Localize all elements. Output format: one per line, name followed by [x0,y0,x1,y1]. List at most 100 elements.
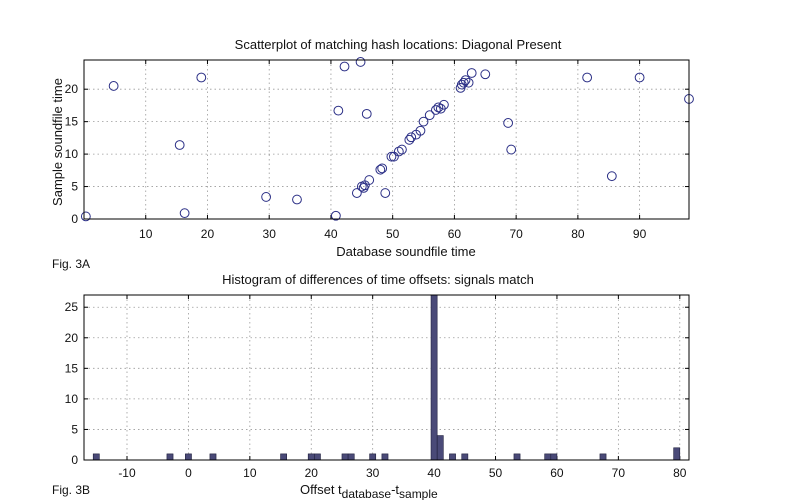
histogram-bar [166,453,174,461]
scatter-point [506,144,517,155]
histogram-x-tick-label: 50 [489,466,503,480]
scatter-panel: Scatterplot of matching hash locations: … [50,37,694,271]
scatter-x-tick-label: 70 [509,227,523,241]
histogram-x-tick-label: 60 [550,466,564,480]
histogram-bars [92,294,681,461]
scatter-y-tick-label: 20 [65,82,79,96]
scatter-point [435,103,446,114]
scatter-point [179,208,190,219]
scatter-point [375,164,386,175]
scatter-point [406,132,417,143]
scatter-point [333,105,344,116]
histogram-ticks: -10 0 10 20 30 40 50 60 70 80 0 5 10 15 20 25 [65,295,689,480]
histogram-y-tick-label: 15 [65,361,79,375]
scatter-x-tick-label: 10 [139,227,153,241]
histogram-bar [599,453,607,461]
scatter-point [460,75,471,86]
scatter-x-tick-label: 60 [448,227,462,241]
scatter-x-tick-label: 50 [386,227,400,241]
histogram-bar [307,453,315,461]
histogram-grid [84,295,689,460]
scatter-point [418,116,429,127]
histogram-y-tick-label: 5 [71,422,78,436]
histogram-bar [209,453,217,461]
scatter-point [480,69,491,80]
histogram-bar [347,453,355,461]
scatter-point [358,182,369,193]
scatter-x-tick-label: 90 [633,227,647,241]
histogram-title: Histogram of differences of time offsets… [222,272,534,287]
histogram-panel: Histogram of differences of time offsets… [52,272,690,500]
scatter-point [80,211,91,222]
histogram-x-tick-label: 10 [243,466,257,480]
scatter-grid [84,60,689,219]
histogram-y-tick-label: 25 [65,300,79,314]
histogram-x-tick-label: -10 [118,466,136,480]
scatter-y-tick-label: 5 [71,180,78,194]
scatter-y-tick-label: 10 [65,147,79,161]
histogram-bar [430,294,438,461]
scatter-point [355,57,366,67]
histogram-bar [341,453,349,461]
scatter-point [466,68,477,78]
histogram-bar [314,453,321,461]
scatter-x-tick-label: 40 [324,227,338,241]
histogram-bar [449,453,456,461]
scatter-point [380,188,391,198]
scatter-ticks: 10 20 30 40 50 60 70 80 90 0 5 10 15 20 [65,60,689,241]
scatter-plot-frame [83,59,690,220]
histogram-x-axis-label: Offset tdatabase-tsample [300,482,438,500]
scatter-point [389,151,399,162]
scatter-y-axis-label: Sample soundfile time [50,78,65,206]
scatter-point [330,210,341,221]
histogram-x-tick-label: 30 [366,466,380,480]
scatter-point [404,134,415,145]
histogram-x-tick-label: 40 [427,466,441,480]
scatter-point [430,105,441,115]
histogram-bar [544,453,552,461]
histogram-bar [369,453,377,461]
scatter-x-tick-label: 30 [263,227,277,241]
scatter-point [261,192,272,202]
scatter-point [351,188,362,198]
histogram-x-tick-label: 20 [305,466,319,480]
histogram-bar [92,453,100,461]
scatter-point [397,144,407,155]
histogram-bar [436,435,444,461]
scatter-x-tick-label: 80 [571,227,585,241]
scatter-point [196,72,207,83]
histogram-y-tick-label: 20 [65,331,79,345]
scatter-y-tick-label: 0 [71,212,78,226]
fig-3b-label: Fig. 3B [52,483,90,497]
scatter-point [415,125,426,136]
histogram-x-tick-label: 70 [612,466,626,480]
fig-3a-label: Fig. 3A [52,257,90,271]
scatter-point [108,81,119,91]
scatter-point [377,163,388,174]
scatter-point [606,171,617,182]
scatter-y-tick-label: 15 [65,115,79,129]
histogram-x-tick-label: 0 [185,466,192,480]
scatter-point [439,99,449,110]
scatter-points [80,57,694,222]
histogram-bar [280,453,287,461]
scatter-point [339,61,350,72]
histogram-y-tick-label: 0 [71,453,78,467]
scatter-point [424,110,435,121]
scatter-point [503,118,514,128]
scatter-point [458,77,469,88]
scatter-x-tick-label: 20 [201,227,215,241]
scatter-point [386,151,397,162]
histogram-bar [550,453,558,461]
scatter-point [174,140,185,150]
histogram-bar [513,453,521,461]
histogram-plot-frame [83,294,690,461]
histogram-bar [185,453,192,461]
histogram-bar [673,447,681,461]
scatter-point [364,175,375,185]
scatter-point [634,72,645,83]
histogram-bar [381,453,389,461]
scatter-title: Scatterplot of matching hash locations: … [235,37,562,52]
scatter-point [433,102,444,113]
